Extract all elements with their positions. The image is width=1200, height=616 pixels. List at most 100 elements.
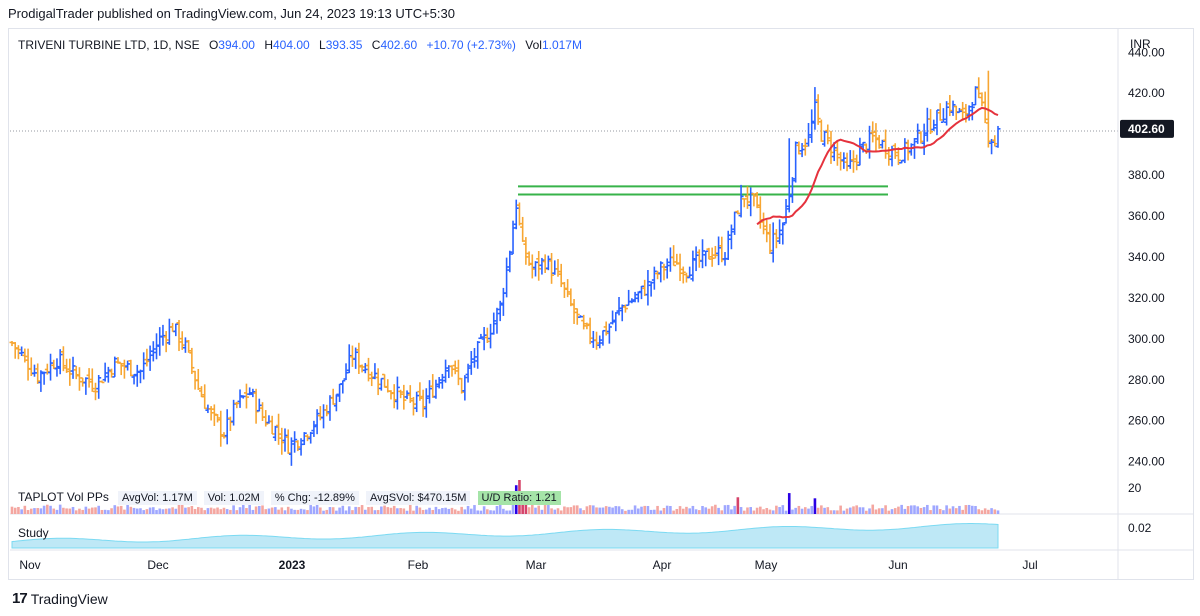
ohlc-bar (876, 135, 882, 149)
ohlc-bar (915, 123, 921, 144)
ohlc-bar (741, 198, 747, 208)
ohlc-bar (382, 373, 388, 389)
open-label: O (208, 38, 219, 52)
volume-bar (810, 506, 814, 514)
ohlc-bar (118, 362, 124, 376)
ohlc-bar (979, 92, 985, 107)
volume-bar (993, 509, 997, 514)
ohlc-bar (928, 109, 934, 135)
ohlc-bar (883, 129, 889, 159)
volume-bar (196, 507, 200, 514)
ohlc-bar (105, 366, 111, 383)
ohlc-bar (404, 390, 410, 400)
volume-bar (219, 509, 223, 514)
volume-bar (640, 506, 643, 514)
volume-bar (213, 508, 216, 514)
ohlc-bar (761, 212, 767, 235)
volume-bar (245, 508, 248, 514)
ohlc-bar (417, 382, 423, 401)
volume-value: 1.017M (541, 38, 582, 52)
ohlc-bar (507, 250, 513, 273)
volume-bar (877, 508, 881, 514)
ohlc-bar (186, 339, 192, 353)
volume-bar (820, 505, 823, 514)
volume-bar (251, 509, 255, 514)
ohlc-bar (504, 257, 510, 298)
ohlc-bar (969, 102, 975, 121)
ohlc-bar (308, 431, 314, 444)
volume-bar (431, 509, 435, 514)
footer-brand: 17 TradingView (12, 590, 108, 607)
volume-bar (376, 510, 380, 514)
volume-bar (874, 509, 878, 514)
ohlc-bar (166, 318, 172, 345)
ohlc-bar (237, 389, 243, 408)
avg-vol-chip: AvgVol: 1.17M (118, 491, 197, 505)
volume-bar (922, 507, 926, 514)
volume-bar (739, 507, 743, 514)
ohlc-bar (529, 254, 535, 279)
ohlc-bar (436, 377, 442, 389)
ohlc-bar (109, 368, 115, 378)
ohlc-bar (150, 341, 156, 362)
ohlc-bar (786, 138, 792, 213)
symbol-legend[interactable]: TRIVENI TURBINE LTD, 1D, NSE O394.00 H40… (18, 38, 582, 52)
ohlc-bar (96, 374, 102, 399)
chart-frame[interactable] (8, 28, 1194, 580)
volume-bar (460, 506, 463, 514)
volume-bar (39, 508, 43, 514)
ohlc-bar (298, 438, 304, 456)
volume-bar (319, 507, 322, 514)
price-tick-label: 240.00 (1128, 455, 1165, 469)
ohlc-bar (51, 359, 57, 370)
ohlc-bar (439, 373, 445, 389)
ohlc-bar (619, 304, 625, 322)
volume-bar (832, 510, 836, 514)
volume-bar (749, 507, 752, 514)
volume-label: Vol (525, 38, 542, 52)
volume-bar (701, 505, 704, 514)
ohlc-bar (471, 347, 477, 368)
ohlc-bar (22, 348, 28, 363)
price-tick-label: 260.00 (1128, 414, 1165, 428)
ohlc-bar (327, 395, 333, 421)
volume-bar (386, 507, 390, 514)
volume-bar (489, 510, 492, 514)
tradingview-logo-icon: 17 (12, 590, 28, 607)
ohlc-bar (533, 261, 539, 277)
volume-bar (392, 505, 396, 514)
volume-bar (710, 506, 714, 514)
volume-panel-legend[interactable]: TAPLOT Vol PPs AvgVol: 1.17M Vol: 1.02M … (18, 490, 565, 505)
time-tick-label: Nov (19, 558, 40, 572)
ohlc-bar (481, 327, 487, 351)
ohlc-bar (253, 388, 259, 424)
ohlc-bar (468, 351, 474, 375)
volume-bar (861, 507, 865, 514)
volume-bar (996, 510, 1000, 514)
ohlc-bar (895, 147, 901, 166)
volume-bar (434, 506, 438, 514)
ohlc-bar (780, 222, 786, 245)
ohlc-bar (86, 368, 92, 388)
volume-bar (900, 504, 903, 514)
volume-bar (502, 508, 505, 514)
volume-bar (848, 507, 852, 514)
ohlc-bar (918, 131, 924, 144)
ohlc-bar (744, 186, 750, 209)
last-price-tag-label: 402.60 (1128, 122, 1165, 136)
volume-bar (980, 510, 984, 514)
ohlc-bar (924, 107, 930, 142)
volume-bar (325, 509, 329, 514)
volume-bar (135, 508, 139, 514)
volume-bar (23, 505, 27, 514)
ohlc-bar (606, 323, 612, 344)
volume-bar (598, 507, 602, 514)
ohlc-bar (173, 323, 179, 337)
ohlc-bar (709, 247, 715, 267)
volume-bar (412, 510, 415, 514)
volume-bar (482, 506, 486, 514)
ohlc-bar (655, 270, 661, 280)
volume-bar (309, 505, 312, 514)
volume-bar (662, 507, 666, 514)
